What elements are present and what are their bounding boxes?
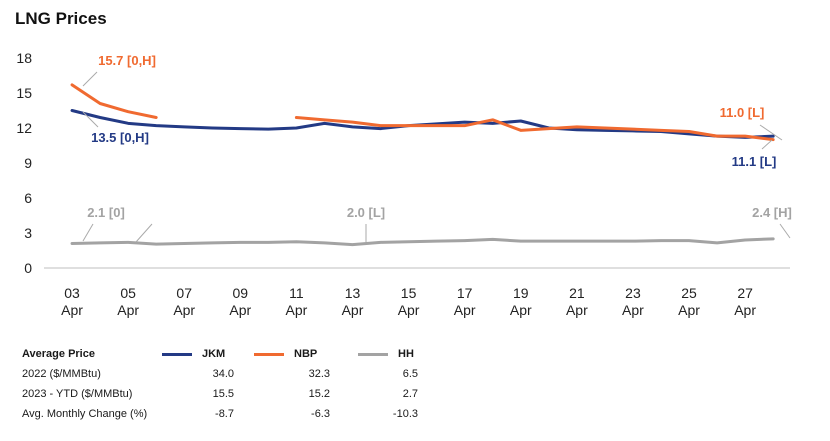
annotation-leader [82, 71, 98, 87]
y-tick-label: 18 [16, 50, 32, 66]
legend-jkm: JKM [162, 344, 254, 364]
legend-hh-label: HH [398, 348, 414, 360]
average-price-table: Average Price JKM NBP HH 2022 ($/MMBtu) … [22, 344, 418, 424]
stats-row-label: 2022 ($/MMBtu) [22, 368, 101, 380]
stats-cell: 15.2 [308, 388, 330, 400]
annotation-leader [779, 223, 791, 239]
annotation-leader [135, 223, 153, 243]
series-line-nbp [294, 116, 775, 142]
x-tick-label: 17 Apr [454, 285, 476, 318]
stats-cell: -6.3 [311, 408, 330, 420]
legend-jkm-label: JKM [202, 348, 226, 360]
stats-cell: 32.3 [308, 368, 330, 380]
stats-row-label: Avg. Monthly Change (%) [22, 408, 148, 420]
legend-hh: HH [358, 344, 418, 364]
x-tick-label: 05 Apr [117, 285, 139, 318]
x-tick-label: 27 Apr [734, 285, 756, 318]
line-chart: 0 3 6 9 12 15 18 03 Apr 05 Apr 07 Apr 09 Apr 11 Apr 13 Ap… [16, 50, 792, 318]
annotation-label: 13.5 [0,H] [91, 130, 149, 145]
annotation-label: 2.4 [H] [752, 205, 792, 220]
x-tick-label: 09 Apr [229, 285, 251, 318]
chart-title: LNG Prices [15, 9, 107, 28]
series-lines [70, 83, 775, 247]
y-tick-label: 3 [24, 225, 32, 241]
annotation-leader [761, 139, 773, 150]
annotation-label: 15.7 [0,H] [98, 53, 156, 68]
legend-nbp-swatch [254, 352, 284, 356]
annotation-leader [82, 111, 99, 128]
annotation-label: 11.1 [L] [732, 154, 777, 169]
annotation-label: 2.1 [0] [87, 205, 125, 220]
stats-header-row: Average Price JKM NBP HH [22, 344, 418, 364]
x-tick-label: 11 Apr [286, 285, 308, 318]
annotation-label: 11.0 [L] [720, 105, 765, 120]
y-tick-label: 12 [16, 120, 32, 136]
annotations: 15.7 [0,H] 13.5 [0,H] 11.0 [L] 11.1 [L] 2.1 … [82, 53, 792, 243]
stats-cell: 2.7 [402, 388, 418, 400]
stats-cell: -10.3 [392, 408, 418, 420]
y-tick-label: 0 [24, 260, 32, 276]
legend-nbp: NBP [254, 344, 358, 364]
x-axis: 03 Apr 05 Apr 07 Apr 09 Apr 11 Apr 13 Apr 15 Apr 17 Apr… [44, 267, 790, 318]
x-tick-label: 19 Apr [510, 285, 532, 318]
stats-cell: -8.7 [215, 408, 234, 420]
x-tick-label: 23 Apr [622, 285, 644, 318]
legend-hh-swatch [358, 352, 388, 356]
x-tick-label: 15 Apr [398, 285, 420, 318]
series-line-nbp [70, 83, 158, 119]
stats-header: Average Price [22, 348, 95, 360]
y-tick-label: 15 [16, 85, 32, 101]
stats-row: 2023 - YTD ($/MMBtu) 15.5 15.2 2.7 [22, 384, 418, 404]
legend-nbp-label: NBP [294, 348, 318, 360]
x-tick-label: 07 Apr [173, 285, 195, 318]
y-tick-label: 9 [24, 155, 32, 171]
x-tick-label: 03 Apr [61, 285, 83, 318]
x-tick-label: 25 Apr [678, 285, 700, 318]
y-tick-label: 6 [24, 190, 32, 206]
stats-cell: 34.0 [212, 368, 234, 380]
stats-row: 2022 ($/MMBtu) 34.0 32.3 6.5 [22, 364, 418, 384]
legend-jkm-swatch [162, 352, 192, 356]
stats-cell: 6.5 [402, 368, 418, 380]
stats-cell: 15.5 [212, 388, 234, 400]
annotation-leader [82, 223, 94, 242]
series-line-jkm [70, 109, 775, 139]
x-tick-label: 21 Apr [566, 285, 588, 318]
annotation-label: 2.0 [L] [347, 205, 385, 220]
stats-row: Avg. Monthly Change (%) -8.7 -6.3 -10.3 [22, 404, 418, 424]
x-tick-label: 13 Apr [342, 285, 364, 318]
annotation-leader [759, 124, 783, 141]
series-line-hh [70, 237, 775, 247]
y-axis: 0 3 6 9 12 15 18 [16, 50, 32, 276]
stats-row-label: 2023 - YTD ($/MMBtu) [22, 388, 133, 400]
